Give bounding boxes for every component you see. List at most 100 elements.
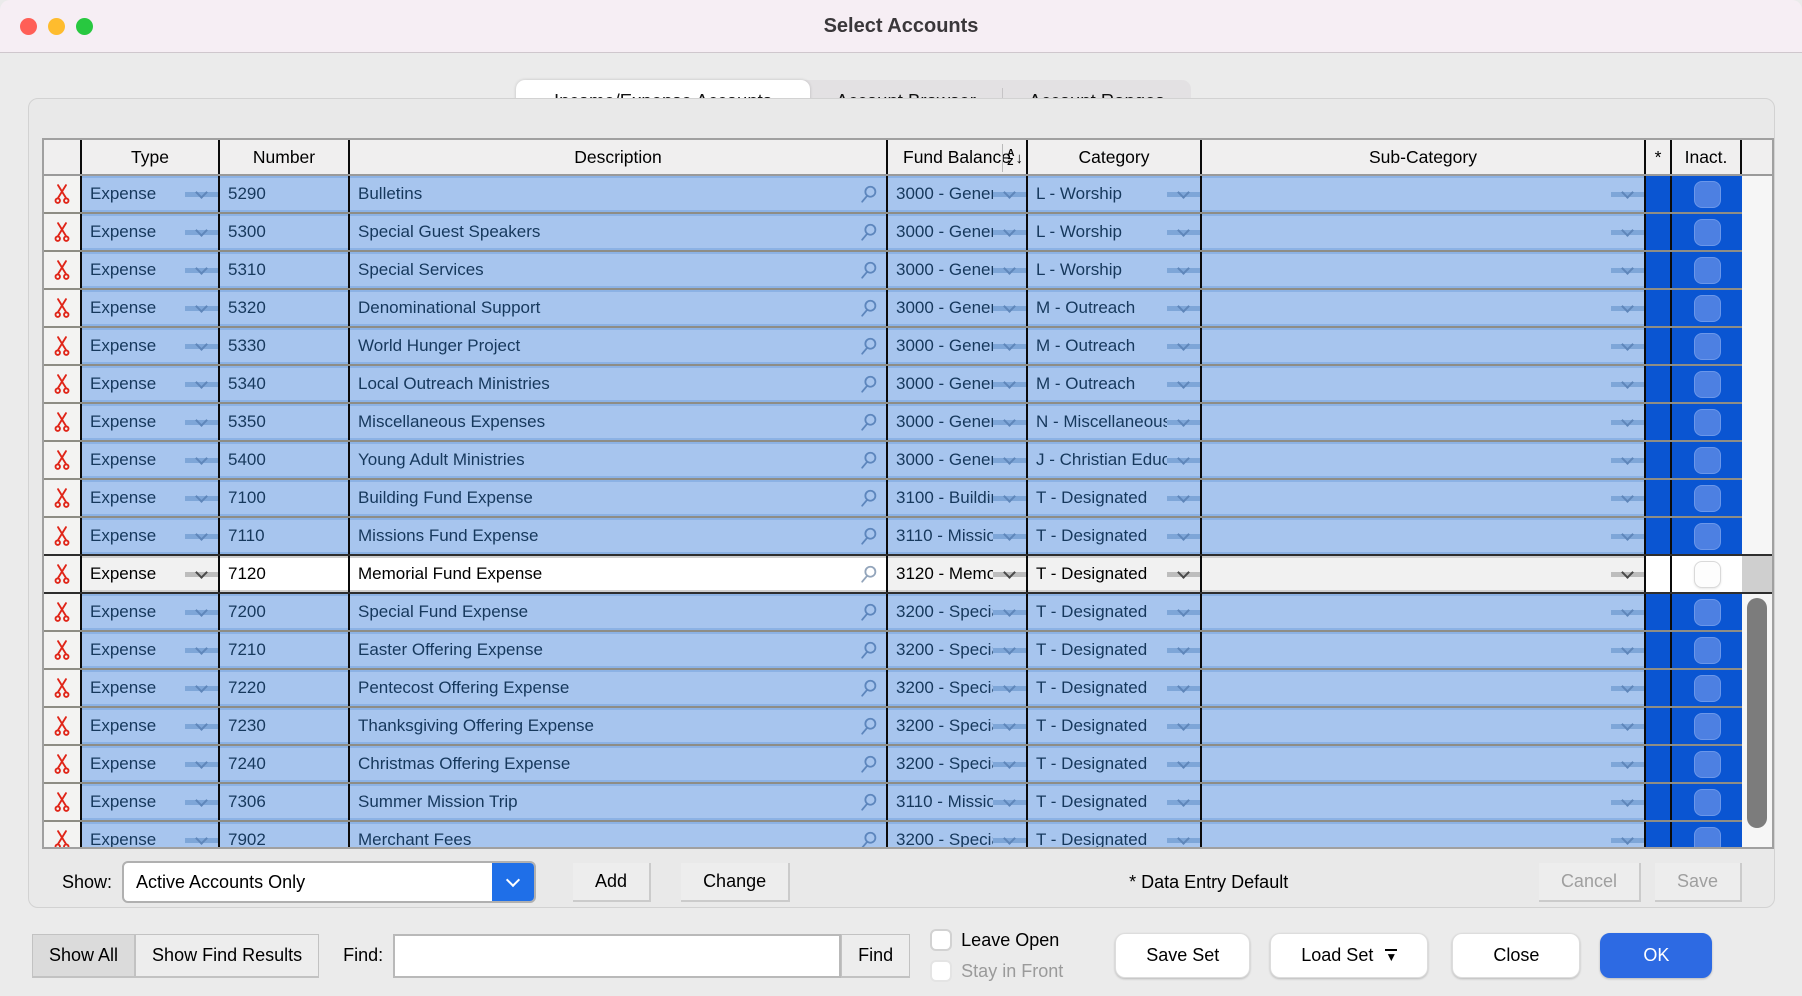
fund-balance-cell[interactable]: 3200 - Special Fur bbox=[888, 594, 1028, 630]
inactive-checkbox[interactable] bbox=[1693, 674, 1721, 702]
cut-row-cell[interactable] bbox=[44, 708, 82, 744]
fund-balance-dropdown-button[interactable] bbox=[993, 641, 1026, 655]
category-cell[interactable]: M - Outreach bbox=[1028, 290, 1202, 326]
description-cell[interactable]: Memorial Fund Expense bbox=[350, 556, 888, 592]
description-cell[interactable]: Special Guest Speakers bbox=[350, 214, 888, 250]
fund-balance-cell[interactable]: 3000 - General Fu bbox=[888, 328, 1028, 364]
sub-category-dropdown-button[interactable] bbox=[1611, 641, 1644, 655]
description-cell[interactable]: Denominational Support bbox=[350, 290, 888, 326]
vertical-scrollbar[interactable] bbox=[1742, 176, 1772, 847]
data-entry-default-cell[interactable] bbox=[1646, 746, 1672, 782]
category-dropdown-button[interactable] bbox=[1167, 185, 1200, 199]
type-cell[interactable]: Expense bbox=[82, 328, 220, 364]
table-row[interactable]: Expense 5330 World Hunger Project 3000 -… bbox=[44, 328, 1772, 366]
data-entry-default-cell[interactable] bbox=[1646, 556, 1672, 592]
magnifier-icon[interactable] bbox=[859, 602, 879, 622]
fund-balance-cell[interactable]: 3200 - Special Fur bbox=[888, 822, 1028, 847]
sub-category-cell[interactable] bbox=[1202, 214, 1646, 250]
data-entry-default-cell[interactable] bbox=[1646, 214, 1672, 250]
data-entry-default-cell[interactable] bbox=[1646, 290, 1672, 326]
cut-row-cell[interactable] bbox=[44, 442, 82, 478]
magnifier-icon[interactable] bbox=[859, 222, 879, 242]
cancel-button[interactable]: Cancel bbox=[1538, 862, 1641, 902]
show-find-results-button[interactable]: Show Find Results bbox=[135, 933, 320, 978]
category-dropdown-button[interactable] bbox=[1167, 451, 1200, 465]
table-row[interactable]: Expense 7200 Special Fund Expense 3200 -… bbox=[44, 594, 1772, 632]
change-button[interactable]: Change bbox=[681, 862, 791, 902]
sub-category-dropdown-button[interactable] bbox=[1611, 793, 1644, 807]
inactive-checkbox[interactable] bbox=[1693, 484, 1721, 512]
inactive-checkbox[interactable] bbox=[1693, 370, 1721, 398]
number-cell[interactable]: 7230 bbox=[220, 708, 350, 744]
sub-category-cell[interactable] bbox=[1202, 556, 1646, 592]
zoom-window-button[interactable] bbox=[76, 18, 93, 35]
number-cell[interactable]: 5330 bbox=[220, 328, 350, 364]
data-entry-default-cell[interactable] bbox=[1646, 176, 1672, 212]
table-row[interactable]: Expense 7210 Easter Offering Expense 320… bbox=[44, 632, 1772, 670]
description-cell[interactable]: Building Fund Expense bbox=[350, 480, 888, 516]
magnifier-icon[interactable] bbox=[859, 564, 879, 584]
category-cell[interactable]: T - Designated bbox=[1028, 518, 1202, 554]
data-entry-default-cell[interactable] bbox=[1646, 632, 1672, 668]
magnifier-icon[interactable] bbox=[859, 374, 879, 394]
type-cell[interactable]: Expense bbox=[82, 176, 220, 212]
number-cell[interactable]: 5290 bbox=[220, 176, 350, 212]
sub-category-cell[interactable] bbox=[1202, 480, 1646, 516]
type-cell[interactable]: Expense bbox=[82, 214, 220, 250]
inactive-checkbox[interactable] bbox=[1693, 788, 1721, 816]
vertical-scrollbar-thumb[interactable] bbox=[1747, 598, 1767, 828]
category-cell[interactable]: T - Designated bbox=[1028, 632, 1202, 668]
sub-category-dropdown-button[interactable] bbox=[1611, 375, 1644, 389]
category-dropdown-button[interactable] bbox=[1167, 527, 1200, 541]
sub-category-cell[interactable] bbox=[1202, 670, 1646, 706]
type-cell[interactable]: Expense bbox=[82, 442, 220, 478]
description-cell[interactable]: Young Adult Ministries bbox=[350, 442, 888, 478]
inactive-cell[interactable] bbox=[1672, 176, 1742, 212]
category-dropdown-button[interactable] bbox=[1167, 755, 1200, 769]
fund-balance-dropdown-button[interactable] bbox=[993, 755, 1026, 769]
magnifier-icon[interactable] bbox=[859, 412, 879, 432]
sub-category-dropdown-button[interactable] bbox=[1611, 679, 1644, 693]
header-sub-category[interactable]: Sub-Category bbox=[1202, 140, 1646, 174]
magnifier-icon[interactable] bbox=[859, 754, 879, 774]
category-dropdown-button[interactable] bbox=[1167, 641, 1200, 655]
type-dropdown-button[interactable] bbox=[185, 185, 218, 199]
sub-category-cell[interactable] bbox=[1202, 784, 1646, 820]
sub-category-cell[interactable] bbox=[1202, 176, 1646, 212]
fund-balance-cell[interactable]: 3110 - Missions Fu bbox=[888, 784, 1028, 820]
inactive-cell[interactable] bbox=[1672, 670, 1742, 706]
description-cell[interactable]: Merchant Fees bbox=[350, 822, 888, 847]
category-cell[interactable]: T - Designated bbox=[1028, 708, 1202, 744]
type-dropdown-button[interactable] bbox=[185, 603, 218, 617]
inactive-cell[interactable] bbox=[1672, 594, 1742, 630]
inactive-cell[interactable] bbox=[1672, 366, 1742, 402]
description-cell[interactable]: Special Fund Expense bbox=[350, 594, 888, 630]
show-filter-dropdown[interactable]: Active Accounts Only bbox=[122, 861, 537, 903]
show-filter-popup-button[interactable] bbox=[492, 863, 535, 901]
number-cell[interactable]: 7210 bbox=[220, 632, 350, 668]
number-cell[interactable]: 5310 bbox=[220, 252, 350, 288]
category-cell[interactable]: T - Designated bbox=[1028, 594, 1202, 630]
sub-category-cell[interactable] bbox=[1202, 404, 1646, 440]
number-cell[interactable]: 5340 bbox=[220, 366, 350, 402]
category-cell[interactable]: T - Designated bbox=[1028, 556, 1202, 592]
description-cell[interactable]: Bulletins bbox=[350, 176, 888, 212]
type-cell[interactable]: Expense bbox=[82, 556, 220, 592]
magnifier-icon[interactable] bbox=[859, 792, 879, 812]
type-cell[interactable]: Expense bbox=[82, 290, 220, 326]
fund-balance-dropdown-button[interactable] bbox=[993, 831, 1026, 845]
description-cell[interactable]: Summer Mission Trip bbox=[350, 784, 888, 820]
cut-row-cell[interactable] bbox=[44, 404, 82, 440]
cut-row-cell[interactable] bbox=[44, 214, 82, 250]
fund-balance-dropdown-button[interactable] bbox=[993, 565, 1026, 579]
cut-row-cell[interactable] bbox=[44, 328, 82, 364]
description-cell[interactable]: Missions Fund Expense bbox=[350, 518, 888, 554]
sub-category-dropdown-button[interactable] bbox=[1611, 337, 1644, 351]
data-entry-default-cell[interactable] bbox=[1646, 328, 1672, 364]
fund-balance-dropdown-button[interactable] bbox=[993, 261, 1026, 275]
fund-balance-dropdown-button[interactable] bbox=[993, 793, 1026, 807]
fund-balance-dropdown-button[interactable] bbox=[993, 603, 1026, 617]
data-entry-default-cell[interactable] bbox=[1646, 480, 1672, 516]
sub-category-dropdown-button[interactable] bbox=[1611, 603, 1644, 617]
type-cell[interactable]: Expense bbox=[82, 252, 220, 288]
